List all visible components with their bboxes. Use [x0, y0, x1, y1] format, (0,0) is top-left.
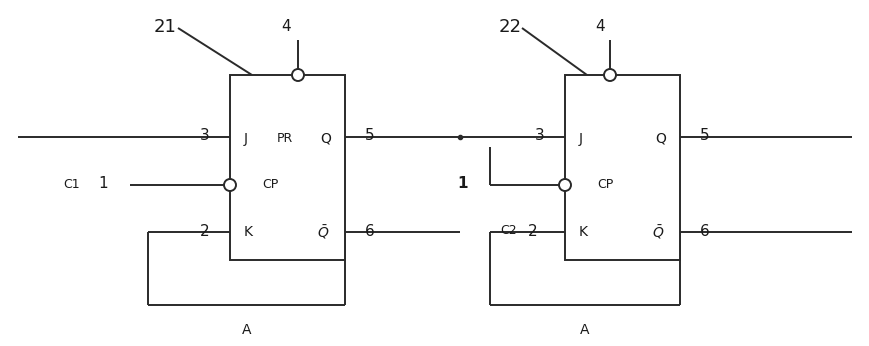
- Circle shape: [292, 69, 303, 81]
- Text: 2: 2: [527, 224, 537, 238]
- Text: CP: CP: [596, 179, 613, 191]
- Text: J: J: [579, 132, 582, 146]
- Text: 1: 1: [98, 176, 108, 191]
- Text: 4: 4: [594, 19, 604, 34]
- Text: $\bar{Q}$: $\bar{Q}$: [651, 223, 663, 241]
- Text: 21: 21: [154, 18, 176, 36]
- Text: 5: 5: [700, 127, 709, 143]
- Text: 3: 3: [200, 127, 209, 143]
- Bar: [564, 75, 680, 260]
- Circle shape: [603, 69, 615, 81]
- Text: K: K: [243, 225, 253, 239]
- Text: 2: 2: [200, 224, 209, 238]
- Circle shape: [559, 179, 570, 191]
- Text: A: A: [580, 323, 589, 337]
- Text: PR: PR: [276, 133, 293, 146]
- Circle shape: [223, 179, 235, 191]
- Text: 22: 22: [498, 18, 521, 36]
- Text: 3: 3: [534, 127, 544, 143]
- Text: Q: Q: [320, 132, 330, 146]
- Text: CP: CP: [262, 179, 278, 191]
- Text: 5: 5: [365, 127, 375, 143]
- Text: 1: 1: [457, 176, 468, 191]
- Bar: [229, 75, 345, 260]
- Text: Q: Q: [654, 132, 666, 146]
- Text: K: K: [579, 225, 587, 239]
- Text: 6: 6: [700, 224, 709, 238]
- Text: 4: 4: [281, 19, 290, 34]
- Text: C1: C1: [63, 177, 80, 191]
- Text: 6: 6: [365, 224, 375, 238]
- Text: C2: C2: [500, 225, 516, 237]
- Text: J: J: [243, 132, 248, 146]
- Text: A: A: [242, 323, 251, 337]
- Text: $\bar{Q}$: $\bar{Q}$: [316, 223, 328, 241]
